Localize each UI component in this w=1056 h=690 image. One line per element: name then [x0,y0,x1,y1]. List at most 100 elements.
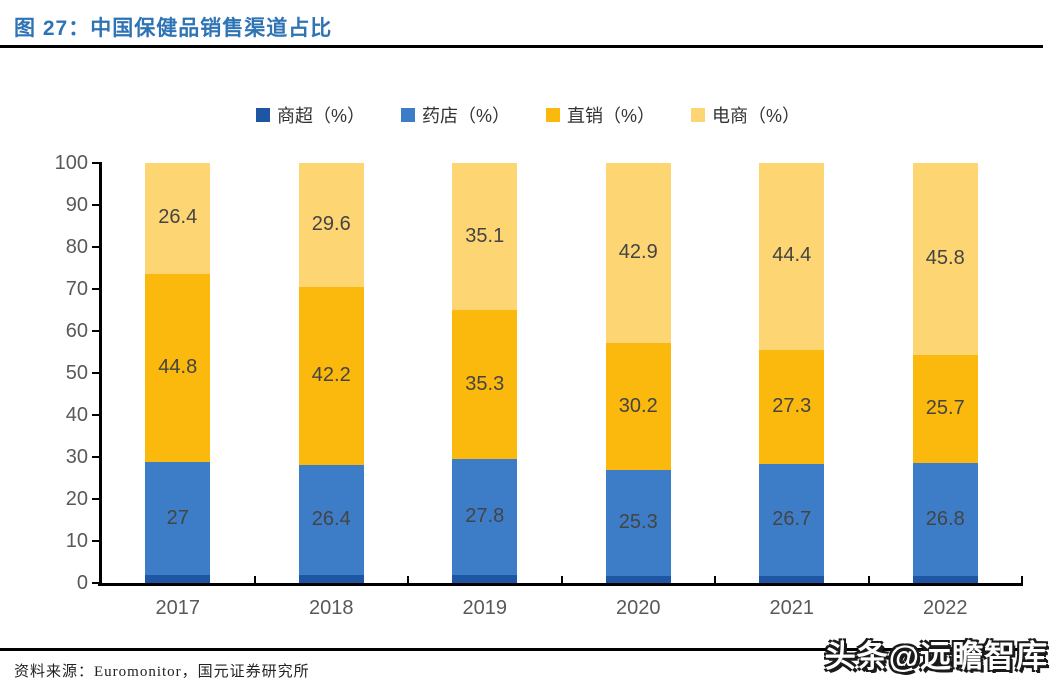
bar-segment: 26.4 [145,163,211,274]
legend-swatch-icon [546,108,560,122]
bar-segment-label: 44.4 [772,244,812,267]
footer-divider [0,648,1043,651]
y-tick-label: 40 [65,404,88,426]
y-tick-label: 20 [65,488,88,510]
bar-segment-label: 42.9 [618,241,658,264]
y-tick-label: 10 [65,530,88,552]
x-category-label: 2021 [769,597,815,619]
legend-label: 直销（%） [567,106,656,126]
bar-stack: 26.8 25.7 45.8 [912,163,978,583]
bar-segment-label: 29.6 [311,213,351,236]
x-category-label: 2022 [923,597,968,619]
legend-item: 商超（%） [255,102,365,128]
legend-item: 电商（%） [691,102,800,128]
bar-segment-label: 45.8 [925,247,965,270]
y-axis [99,162,102,585]
legend-swatch-icon [255,108,270,122]
bar-segment [605,576,671,583]
x-axis-tick [407,576,409,585]
y-axis-tick [92,288,100,290]
bar-segment: 42.9 [605,163,671,344]
legend-label: 药店（%） [421,106,510,126]
bar-segment: 26.4 [298,464,364,576]
bar-segment: 45.8 [912,163,978,356]
page-title: 图 27：中国保健品销售渠道占比 [14,17,333,40]
x-axis-tick [560,576,563,585]
legend-item: 药店（%） [400,102,510,128]
y-tick-label: 90 [65,194,88,216]
source-note: 资料来源：Euromonitor，国元证券研究所 [14,664,310,680]
watermark: 头条@远瞻智库 [824,639,1048,674]
y-axis-tick [92,372,100,374]
y-axis-tick [92,540,100,542]
y-axis-tick [92,204,100,206]
x-category-label: 2019 [462,597,508,619]
y-tick-label: 50 [65,362,88,384]
y-axis-tick [92,162,100,164]
chart-legend: 商超（%） 药店（%） 直销（%） 电商（%） [0,102,1056,128]
bar-segment: 35.1 [452,163,518,311]
bar-segment-label: 35.3 [465,372,505,395]
bar-segment [298,575,364,583]
bar-segment-label: 25.7 [925,397,965,420]
legend-swatch-icon [691,108,706,122]
y-axis-tick [92,582,100,584]
title-divider [0,45,1043,48]
y-axis-tick [92,456,100,458]
bar-stack: 27 44.8 26.4 [145,163,211,583]
x-axis-tick [714,576,716,585]
bar-segment: 30.2 [605,343,671,471]
y-axis-tick [92,498,100,500]
bar-segment: 35.3 [452,310,518,459]
bar-stack: 26.4 42.2 29.6 [298,163,364,583]
y-tick-label: 100 [54,152,88,174]
x-category-label: 2020 [616,597,661,619]
bar-segment: 26.8 [912,463,978,576]
bar-segment: 44.4 [759,163,825,350]
x-axis-tick [1021,576,1023,585]
bar-segment-label: 26.8 [925,507,965,530]
y-axis-tick [92,414,100,416]
y-axis-tick [92,246,100,248]
x-category-label: 2018 [309,597,354,619]
y-tick-label: 60 [65,320,88,342]
y-tick-label: 0 [76,572,88,594]
bar-segment: 25.7 [912,355,978,464]
bar-segment: 44.8 [145,273,211,463]
x-category-label: 2017 [155,597,201,619]
bar-segment-label: 26.4 [311,508,351,531]
bar-segment: 27 [145,462,211,576]
bar-segment [452,575,518,583]
bar-segment [912,575,978,583]
bar-segment-label: 27 [166,506,189,529]
bar-segment-label: 26.4 [158,206,198,229]
bar-stack: 25.3 30.2 42.9 [605,163,671,583]
y-axis-tick [92,330,100,332]
x-axis-tick [867,576,870,585]
bar-segment: 26.7 [759,464,825,577]
legend-label: 电商（%） [712,106,801,126]
y-tick-label: 80 [65,236,88,258]
y-tick-label: 70 [65,278,88,300]
legend-item: 直销（%） [546,102,655,128]
bar-segment-label: 26.7 [772,508,812,531]
legend-label: 商超（%） [276,106,365,126]
bar-segment-label: 42.2 [311,363,351,386]
x-axis-tick [253,576,256,585]
bar-segment-label: 30.2 [618,394,658,417]
bar-segment-label: 27.8 [465,505,505,528]
bar-segment-label: 25.3 [618,511,658,534]
bar-stack: 26.7 27.3 44.4 [759,163,825,583]
bar-segment-label: 35.1 [465,224,505,247]
bar-segment-label: 27.3 [772,394,812,417]
bar-segment [759,576,825,583]
bar-segment: 29.6 [298,163,364,288]
bar-segment: 27.8 [452,458,518,576]
bar-segment [145,575,211,583]
bar-segment: 27.3 [759,349,825,465]
bar-segment: 42.2 [298,287,364,465]
bar-segment-label: 44.8 [158,356,198,379]
y-tick-label: 30 [65,446,88,468]
bar-stack: 27.8 35.3 35.1 [452,163,518,583]
